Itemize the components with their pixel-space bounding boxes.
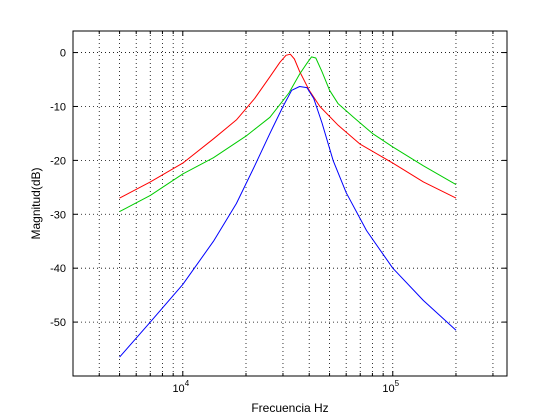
y-tick-label: -40 [50,263,66,275]
y-tick-label: -20 [50,155,66,167]
series-line-3 [119,86,457,358]
x-axis-label: Frecuencia Hz [251,401,328,415]
y-axis-label: Magnitud(dB) [29,167,43,239]
plot-frame [72,30,508,377]
y-tick-label: -30 [50,209,66,221]
y-tick-label: -50 [50,317,66,329]
grid [72,31,507,376]
tick-labels: 0 -10 -20 -30 -40 -50 104 105 [50,48,400,395]
series-line-1 [119,53,457,199]
x-tick-label: 105 [382,379,399,395]
ticks [72,31,507,376]
series-lines [119,53,457,358]
series-line-2 [119,56,457,213]
x-tick-label: 104 [172,379,189,395]
y-tick-label: -10 [50,101,66,113]
y-tick-label: 0 [60,48,66,60]
